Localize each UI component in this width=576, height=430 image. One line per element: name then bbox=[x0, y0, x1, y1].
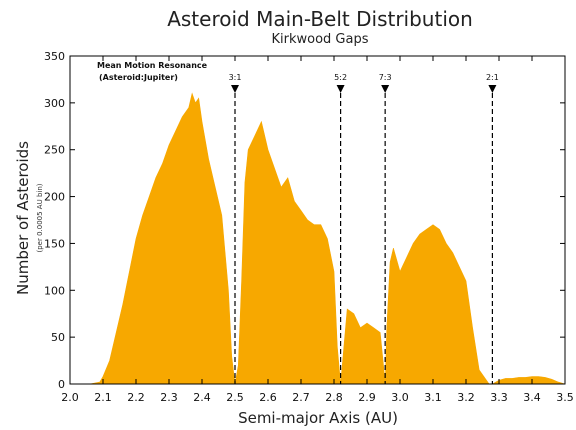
resonance-marker bbox=[231, 85, 239, 93]
x-tick-label: 2.5 bbox=[226, 391, 244, 404]
y-axis-sublabel: (per 0.0005 AU bin) bbox=[36, 183, 44, 252]
y-tick-label: 100 bbox=[44, 284, 65, 297]
y-tick-label: 250 bbox=[44, 144, 65, 157]
x-tick-label: 3.4 bbox=[523, 391, 541, 404]
x-tick-label: 2.0 bbox=[61, 391, 79, 404]
y-tick-label: 150 bbox=[44, 237, 65, 250]
resonance-title: Mean Motion Resonance bbox=[97, 61, 208, 70]
resonance-label: 3:1 bbox=[229, 73, 242, 82]
x-tick-label: 3.3 bbox=[490, 391, 508, 404]
resonance-subtitle: (Asteroid:Jupiter) bbox=[99, 73, 178, 82]
x-tick-label: 2.2 bbox=[127, 391, 145, 404]
y-tick-label: 300 bbox=[44, 97, 65, 110]
x-tick-label: 3.5 bbox=[556, 391, 574, 404]
tick-layer: 2.0 2.1 2.2 2.3 2.4 2.5 2.6 2.7 2.8 2.9 3.0 3.1 3.2 3… bbox=[44, 50, 574, 404]
chart-title: Asteroid Main-Belt Distribution bbox=[167, 7, 473, 31]
distribution-area bbox=[70, 92, 566, 385]
y-tick-label: 0 bbox=[58, 378, 65, 391]
resonance-label: 2:1 bbox=[486, 73, 499, 82]
x-tick-label: 2.4 bbox=[193, 391, 211, 404]
x-tick-label: 2.6 bbox=[259, 391, 277, 404]
resonance-label: 5:2 bbox=[334, 73, 347, 82]
distribution-area-layer bbox=[70, 92, 566, 385]
y-axis-label: Number of Asteroids bbox=[14, 141, 32, 295]
resonance-label: 7:3 bbox=[379, 73, 392, 82]
chart-subtitle: Kirkwood Gaps bbox=[272, 32, 369, 47]
resonance-layer: 3:1 5:2 7:3 2:1 bbox=[229, 73, 499, 384]
plot-frame bbox=[69, 55, 566, 385]
y-tick-label: 350 bbox=[44, 50, 65, 63]
x-tick-label: 3.1 bbox=[424, 391, 442, 404]
x-tick-label: 3.0 bbox=[391, 391, 409, 404]
x-tick-label: 2.8 bbox=[325, 391, 343, 404]
x-tick-label: 2.1 bbox=[94, 391, 112, 404]
x-tick-label: 2.3 bbox=[160, 391, 178, 404]
x-tick-label: 3.2 bbox=[457, 391, 475, 404]
resonance-marker bbox=[488, 85, 497, 93]
y-tick-label: 200 bbox=[44, 191, 65, 204]
x-tick-label: 2.9 bbox=[358, 391, 376, 404]
resonance-marker bbox=[336, 85, 345, 93]
x-axis-label: Semi-major Axis (AU) bbox=[238, 409, 398, 427]
x-tick-label: 2.7 bbox=[292, 391, 310, 404]
resonance-marker bbox=[381, 85, 390, 93]
y-tick-label: 50 bbox=[51, 331, 65, 344]
